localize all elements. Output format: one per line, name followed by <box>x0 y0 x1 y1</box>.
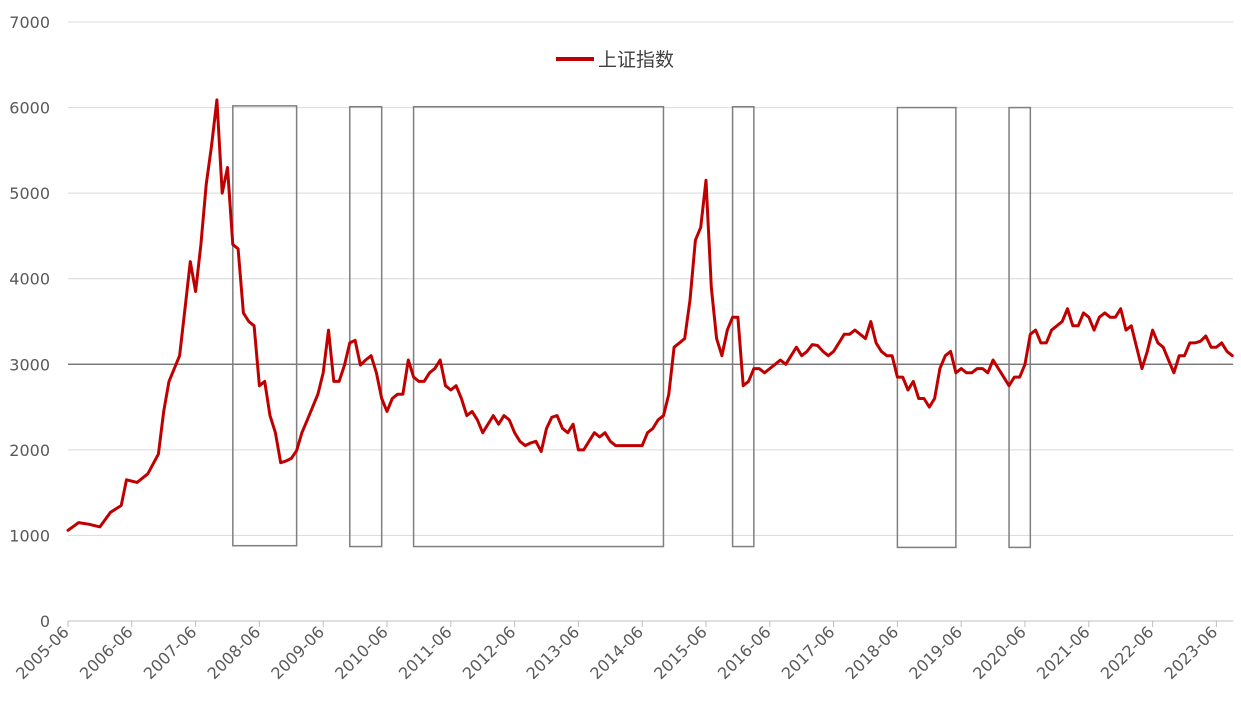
y-tick-label: 0 <box>40 612 50 631</box>
annotation-box <box>349 105 383 548</box>
x-tick-label: 2022-06 <box>1097 622 1158 683</box>
x-tick-label: 2006-06 <box>76 622 137 683</box>
x-tick-label: 2014-06 <box>586 622 647 683</box>
x-tick-label: 2023-06 <box>1161 622 1222 683</box>
y-tick-label: 1000 <box>9 526 50 545</box>
series-line-0 <box>66 98 1234 532</box>
annotation-box <box>412 105 665 548</box>
x-tick-label: 2017-06 <box>778 622 839 683</box>
x-tick-label: 2015-06 <box>650 622 711 683</box>
y-tick-label: 7000 <box>9 13 50 32</box>
gridlines <box>68 21 1233 622</box>
x-tick-label: 2010-06 <box>331 622 392 683</box>
x-tick-label: 2009-06 <box>267 622 328 683</box>
x-tick-label: 2007-06 <box>140 622 201 683</box>
annotation-box <box>1008 106 1032 549</box>
legend: 上证指数 <box>556 49 674 71</box>
x-axis-ticks: 2005-06 2006-06 2007-06 2008-06 2009-06 2010-… <box>12 621 1221 683</box>
annotation-boxes <box>232 105 1032 549</box>
x-tick-label: 2008-06 <box>204 622 265 683</box>
y-tick-label: 6000 <box>9 99 50 118</box>
x-tick-label: 2020-06 <box>969 622 1030 683</box>
legend-label-series-0: 上证指数 <box>598 49 674 71</box>
series-lines <box>66 98 1234 532</box>
x-tick-label: 2005-06 <box>12 622 73 683</box>
x-tick-label: 2019-06 <box>905 622 966 683</box>
x-tick-label: 2016-06 <box>714 622 775 683</box>
x-tick-label: 2013-06 <box>523 622 584 683</box>
x-tick-label: 2011-06 <box>395 622 456 683</box>
annotation-box <box>731 105 755 548</box>
y-axis-tick-labels: 0 1000 2000 3000 4000 5000 6000 7000 <box>9 13 50 631</box>
x-tick-label: 2018-06 <box>842 622 903 683</box>
x-tick-label: 2012-06 <box>459 622 520 683</box>
y-tick-label: 3000 <box>9 355 50 374</box>
y-tick-label: 2000 <box>9 441 50 460</box>
annotation-box <box>896 106 957 549</box>
annotation-box <box>232 105 298 547</box>
x-tick-label: 2021-06 <box>1033 622 1094 683</box>
y-tick-label: 4000 <box>9 270 50 289</box>
y-tick-label: 5000 <box>9 184 50 203</box>
